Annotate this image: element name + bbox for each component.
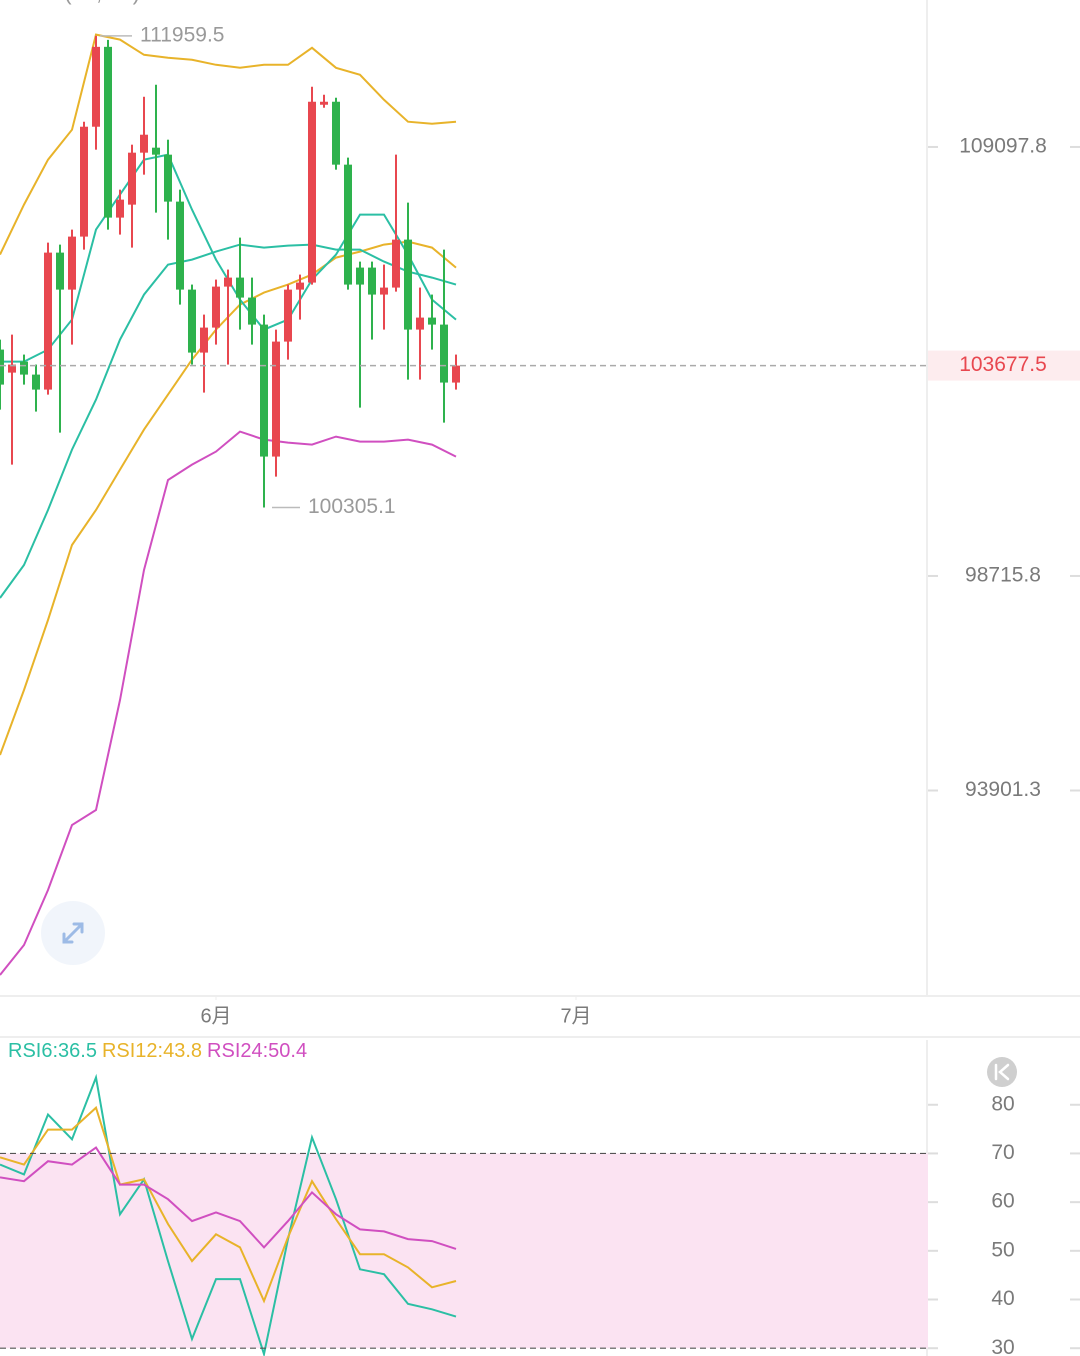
y-tick-label: 50 [991,1238,1014,1261]
candle-body [104,46,112,218]
candle-body [44,252,52,390]
legend-entry: RSI12:43.8 [102,1040,202,1062]
candle-body [20,361,28,375]
candle-body [440,324,448,383]
candle-body [368,267,376,295]
candle-body [260,324,268,457]
expand-button[interactable] [41,901,105,965]
candle-body [332,101,340,165]
legend-part: UP:109781.8 [292,0,420,5]
y-tick-label: 80 [991,1092,1014,1115]
candle-body [116,199,124,218]
y-tick-label: 70 [991,1141,1014,1164]
candle-body [272,341,280,457]
candle-body [224,277,232,287]
y-tick-label: 93901.3 [965,778,1041,801]
last-price-label: 103677.5 [959,353,1047,376]
y-tick-label: 109097.8 [959,135,1047,158]
candle-body [212,286,220,328]
collapse-button[interactable] [987,1057,1017,1087]
candle-body [248,297,256,325]
x-tick-label: 7月 [560,1005,591,1027]
candle-body [128,152,136,205]
indicator-line [0,430,457,976]
candle-body [0,349,4,385]
candle-body [176,201,184,290]
rsi-legend: RSI6:36.5 RSI12:43.8 RSI24:50.4 [8,1040,307,1062]
indicator-line [0,243,457,599]
high-label: 111959.5 [140,23,224,46]
y-tick-label: 40 [991,1287,1014,1310]
legend-part: BOLL(20,2.0): [8,0,146,5]
candle-body [92,46,100,127]
candle-body [452,365,460,383]
legend-part: LOW:101485.6 [425,0,573,5]
indicator-line [0,33,457,256]
candle-body [68,236,76,290]
candle-body [188,289,196,353]
rsi-plot [0,1073,928,1356]
legend-entry: RSI6:36.5 [8,1040,97,1062]
rsi-line [0,1073,457,1356]
y-tick-label: 98715.8 [965,564,1041,587]
candle-body [356,267,364,285]
candle-body [140,134,148,153]
y-tick-label: 60 [991,1190,1014,1213]
candle-body [392,239,400,288]
legend-entry: RSI24:50.4 [207,1040,307,1062]
candle-body [428,317,436,325]
low-label: 100305.1 [308,495,396,518]
candle-body [236,277,244,298]
candle-body [416,317,424,330]
main-plot: 111959.5 100305.1 [0,23,460,976]
y-tick-label: 30 [991,1336,1014,1356]
rsi-band [0,1153,928,1349]
candle-body [200,327,208,353]
candle-body [308,101,316,283]
rsi-line [0,1146,457,1250]
candle-body [380,287,388,295]
candle-body [284,289,292,342]
candle-body [152,147,160,155]
legend-part: MID:105633.6 [150,0,288,5]
candle-body [8,364,16,373]
candle-body [56,252,64,290]
candle-body [320,101,328,105]
candle-body [80,126,88,237]
candle-body [164,154,172,202]
x-tick-label: 6月 [200,1005,231,1027]
last-price-bg [928,350,1080,381]
candle-body [296,282,304,290]
candle-body [404,239,412,330]
rsi-line [0,1105,457,1304]
candle-body [32,374,40,390]
indicator-legend: BOLL(20,2.0): MID:105633.6 UP:109781.8 LOW:… [8,0,572,5]
candle-body [344,164,352,285]
